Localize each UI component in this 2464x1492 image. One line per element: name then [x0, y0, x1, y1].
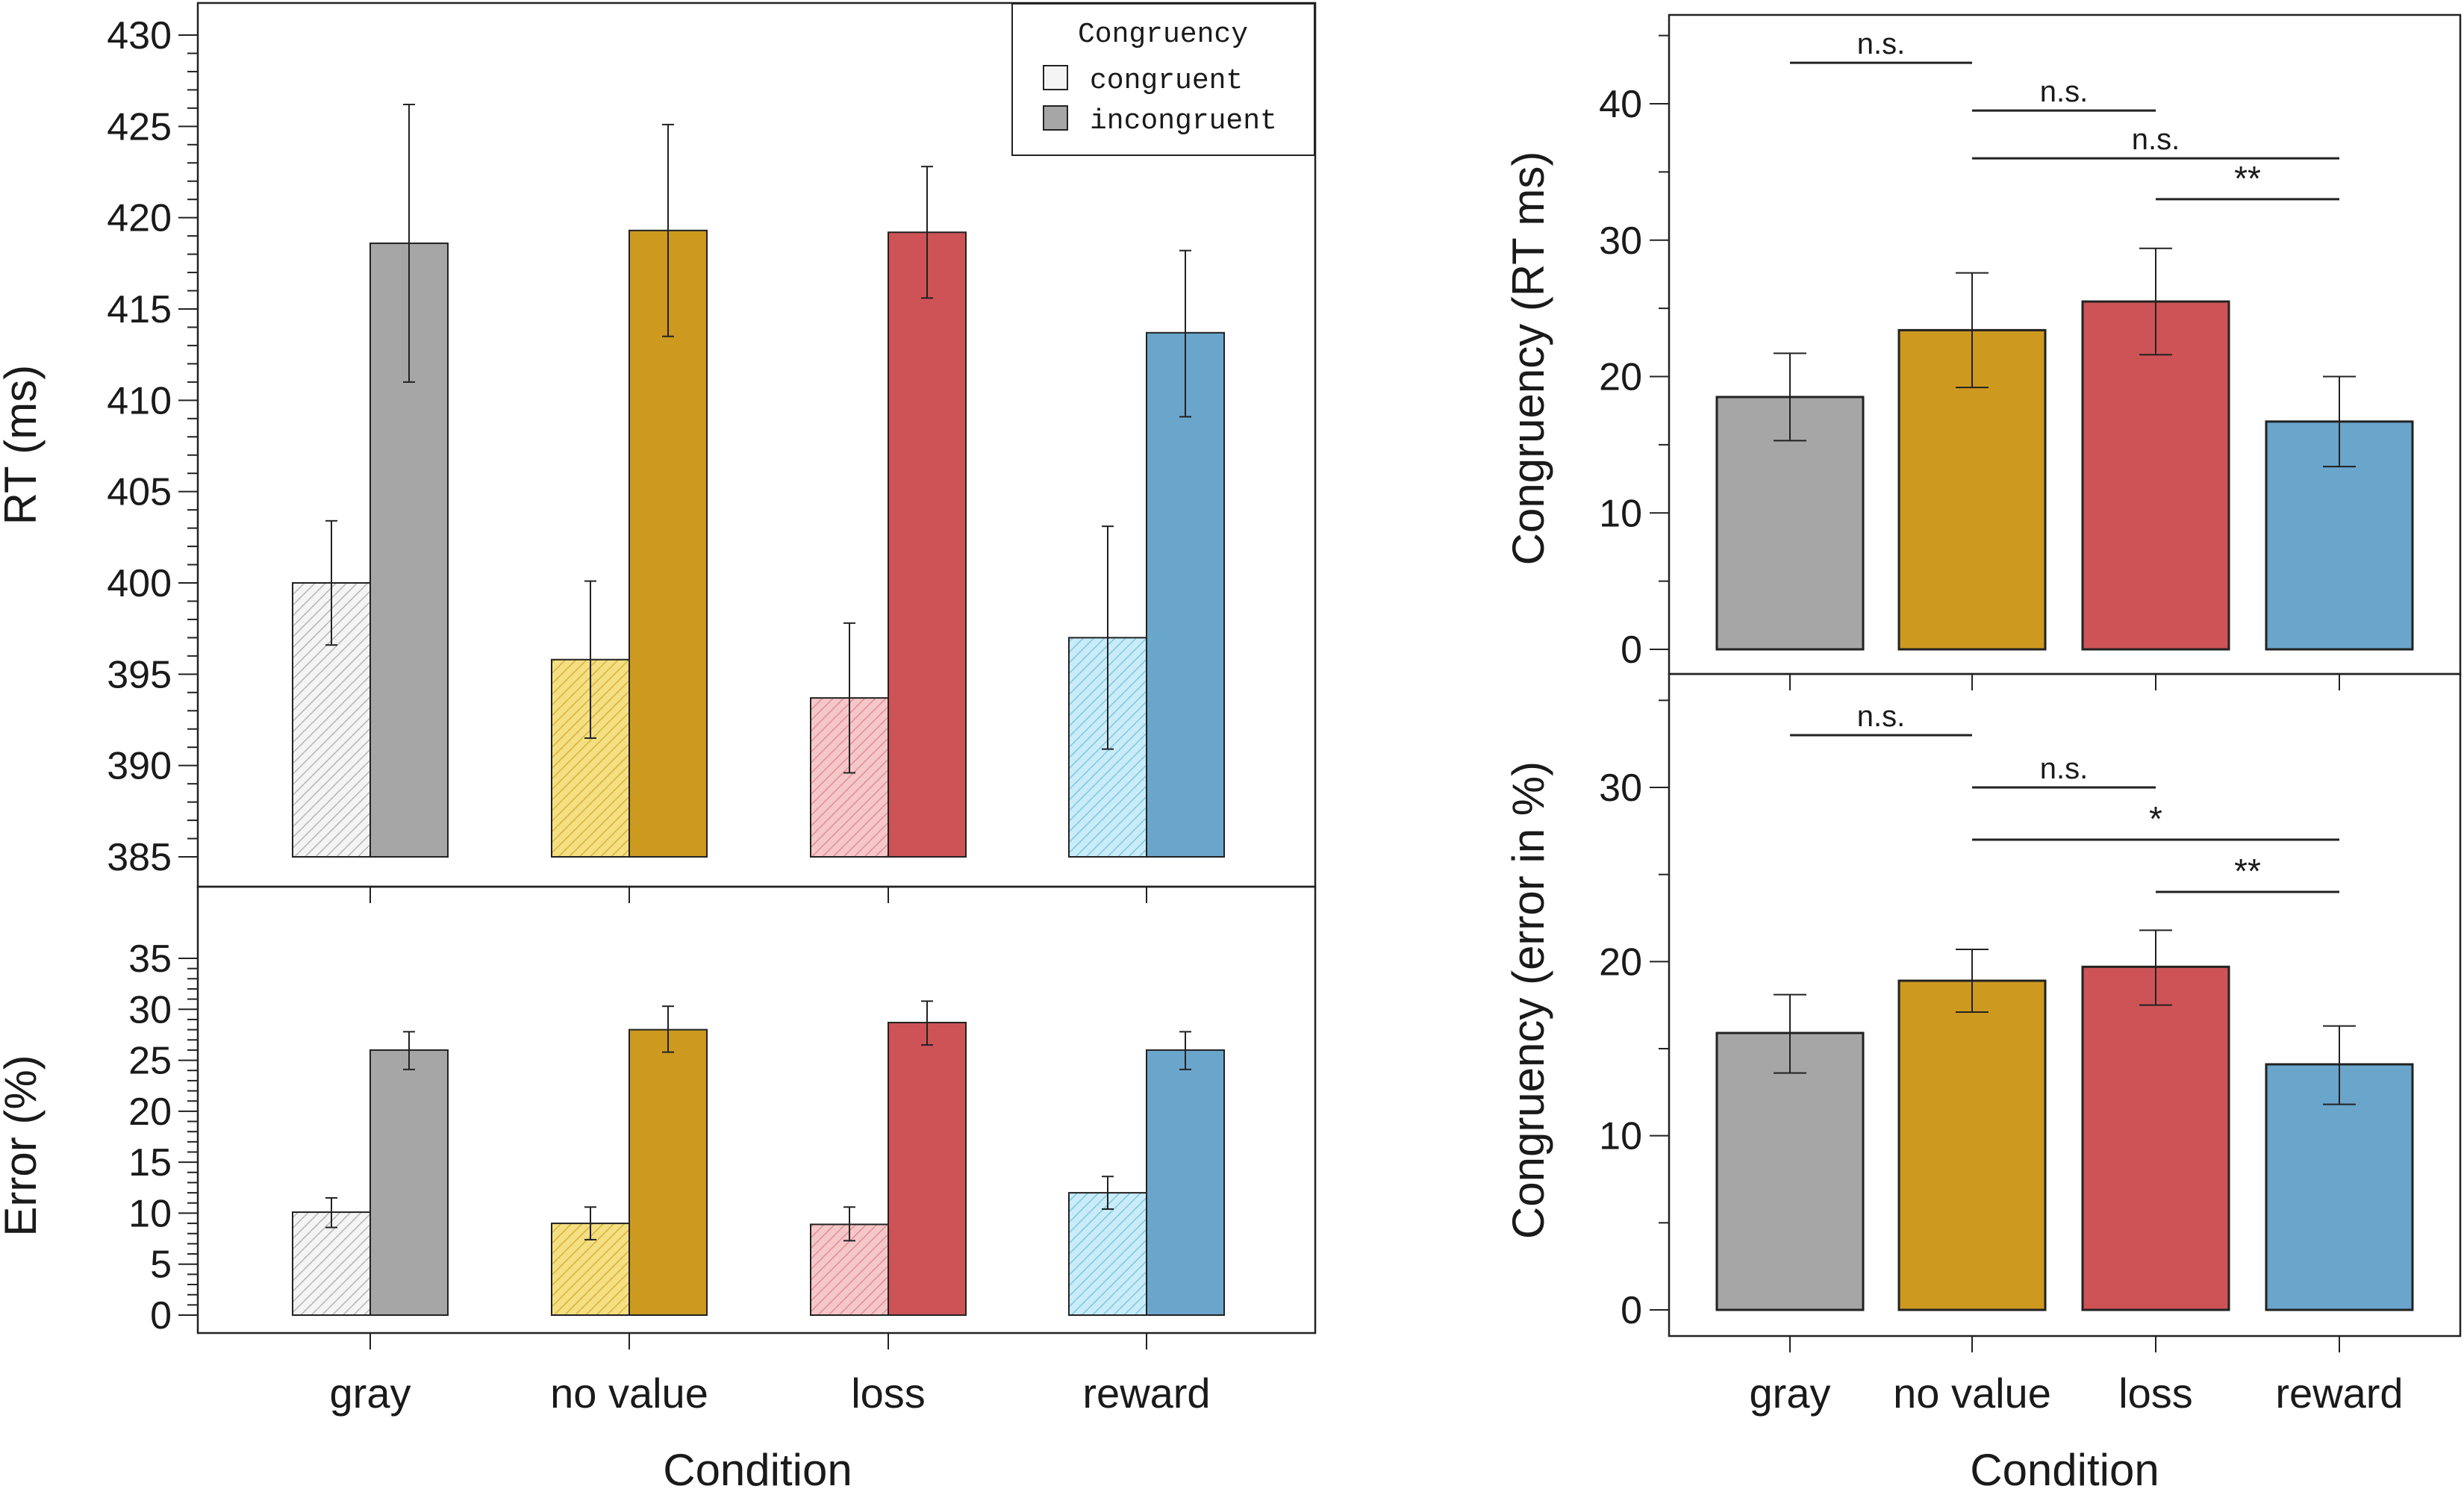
error-y-tick-label: 30 [128, 988, 172, 1031]
error-y-tick-label: 0 [150, 1294, 172, 1338]
error-y-axis-label: Error (%) [0, 1055, 46, 1236]
rt-y-tick-label: 430 [107, 14, 172, 57]
error-bar-reward-incongruent [1146, 1049, 1225, 1317]
right-x-tick-label-loss: loss [2118, 1370, 2193, 1417]
legend-swatch-incongruent [1043, 105, 1068, 131]
error-congruency-bar-reward [2265, 1063, 2414, 1311]
error-congruency-y-tick-label: 10 [1599, 1115, 1642, 1158]
rt-y-tick-label: 405 [107, 471, 172, 514]
rt-y-tick-label: 390 [107, 745, 172, 788]
legend-title: Congruency [1078, 19, 1248, 51]
rt-congruency-bar-loss [2081, 300, 2230, 651]
error-y-tick-label: 25 [128, 1040, 172, 1083]
rt-y-tick-label: 395 [107, 653, 172, 696]
legend-swatch-congruent [1043, 65, 1068, 90]
right-x-axis-label: Condition [1970, 1445, 2159, 1492]
rt-y-tick-label: 410 [107, 379, 172, 422]
rt-congruency-y-tick-label: 30 [1599, 219, 1642, 263]
legend-label-incongruent: incongruent [1090, 105, 1277, 137]
error-congruency-y-tick-label: 20 [1599, 940, 1642, 984]
rt-congruency-significance-label: ** [2234, 159, 2261, 198]
rt-congruency-significance-label: n.s. [1857, 28, 1905, 60]
rt-congruency-significance-label: n.s. [2132, 123, 2180, 156]
x-tick-label-loss: loss [851, 1370, 926, 1417]
error-congruency-y-tick-label: 30 [1599, 767, 1642, 810]
error-y-tick-label: 35 [128, 937, 172, 981]
rt-congruency-y-tick-label: 10 [1599, 492, 1642, 535]
error-congruency-significance-label: n.s. [2040, 752, 2088, 785]
rt-y-tick-label: 400 [107, 562, 172, 605]
legend-label-congruent: congruent [1090, 65, 1243, 97]
rt-congruency-significance-label: n.s. [2040, 75, 2088, 108]
error-congruency-bar-loss [2081, 965, 2230, 1311]
error-bar-no-value-incongruent [629, 1029, 708, 1316]
rt-congruency-bar-no-value [1897, 328, 2047, 651]
error-congruency-significance-label: * [2149, 799, 2162, 838]
x-tick-label-no-value: no value [550, 1370, 708, 1417]
error-bar-gray-congruent [292, 1211, 371, 1317]
rt-y-tick-label: 425 [107, 105, 172, 149]
error-congruency-y-axis-label: Congruency (error in %) [1503, 761, 1553, 1239]
legend: Congruency congruent incongruent [1011, 3, 1315, 156]
rt-congruency-y-tick-label: 20 [1599, 356, 1642, 399]
error-congruency-bar-no-value [1897, 979, 2047, 1311]
x-tick-label-gray: gray [330, 1370, 411, 1417]
error-plot-frame [196, 885, 1317, 1335]
rt-congruency-y-axis-label: Congruency (RT ms) [1503, 152, 1553, 566]
error-congruency-significance-label: ** [2234, 852, 2261, 890]
right-x-tick-label-gray: gray [1750, 1370, 1831, 1417]
rt-congruency-y-tick-label: 40 [1599, 83, 1642, 126]
error-congruency-plot-frame [1668, 672, 2462, 1338]
x-tick-label-reward: reward [1082, 1370, 1210, 1417]
rt-bar-loss-incongruent [888, 231, 967, 858]
error-y-tick-label: 10 [128, 1192, 172, 1235]
right-x-tick-label-reward: reward [2275, 1370, 2403, 1417]
error-congruency-bar-gray [1715, 1031, 1865, 1311]
right-x-tick-label-no-value: no value [1893, 1370, 2051, 1417]
error-y-tick-label: 5 [150, 1243, 172, 1287]
error-congruency-y-tick-label: 0 [1621, 1289, 1642, 1332]
error-bar-loss-incongruent [888, 1022, 967, 1317]
error-bar-reward-congruent [1068, 1192, 1147, 1316]
rt-y-tick-label: 415 [107, 288, 172, 331]
rt-congruency-y-tick-label: 0 [1621, 628, 1642, 672]
error-bar-gray-incongruent [369, 1049, 449, 1317]
error-congruency-significance-label: n.s. [1857, 700, 1905, 733]
error-y-tick-label: 15 [128, 1141, 172, 1184]
rt-y-tick-label: 420 [107, 197, 172, 240]
rt-y-tick-label: 385 [107, 836, 172, 879]
x-axis-label: Condition [663, 1445, 852, 1492]
rt-y-axis-label: RT (ms) [0, 365, 46, 525]
error-y-tick-label: 20 [128, 1090, 172, 1134]
